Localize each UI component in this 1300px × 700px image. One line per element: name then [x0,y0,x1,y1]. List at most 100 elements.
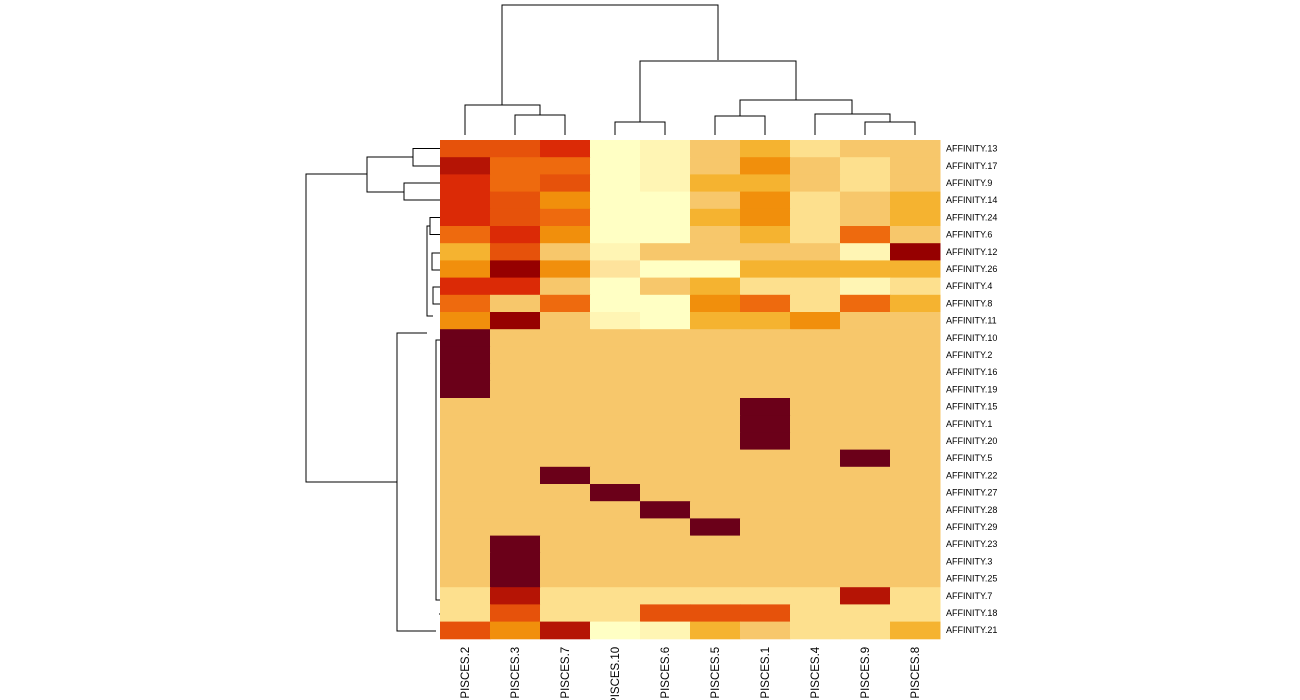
row-labels: AFFINITY.13 AFFINITY.17 AFFINITY.9 AFFINITY… [946,144,997,636]
heatmap-cell-AFFINITY.4-PISCES.3 [490,277,541,296]
dendrogram-link [429,216,440,236]
heatmap-cell-AFFINITY.10-PISCES.3 [490,329,541,347]
heatmap-cell-AFFINITY.21-PISCES.7 [540,621,591,640]
dendrogram-link [432,286,440,305]
heatmap-cell-AFFINITY.7-PISCES.4 [790,587,841,605]
heatmap-cell-AFFINITY.29-PISCES.5 [690,518,741,537]
heatmap-cell-AFFINITY.10-PISCES.10 [590,329,641,347]
heatmap-cell-AFFINITY.19-PISCES.4 [790,380,841,399]
heatmap-cell-AFFINITY.4-PISCES.2 [440,277,491,296]
heatmap-cell-AFFINITY.14-PISCES.8 [890,191,941,210]
heatmap-cell-AFFINITY.21-PISCES.3 [490,621,541,640]
heatmap-cell-AFFINITY.8-PISCES.4 [790,294,841,313]
heatmap-cell-AFFINITY.8-PISCES.1 [740,294,791,313]
heatmap-cell-AFFINITY.19-PISCES.9 [840,380,891,399]
heatmap-cell-AFFINITY.26-PISCES.3 [490,260,541,279]
heatmap-cell-AFFINITY.18-PISCES.3 [490,604,541,623]
heatmap-cell-AFFINITY.9-PISCES.7 [540,174,591,193]
row-label: AFFINITY.17 [946,161,997,171]
heatmap-cell-AFFINITY.28-PISCES.9 [840,501,891,519]
dendrogram-link [639,60,797,122]
heatmap-cell-AFFINITY.16-PISCES.3 [490,363,541,382]
heatmap-cell-AFFINITY.5-PISCES.10 [590,449,641,468]
heatmap-cell-AFFINITY.4-PISCES.5 [690,277,741,296]
heatmap-cell-AFFINITY.27-PISCES.2 [440,484,491,502]
dendrogram-link [864,121,916,135]
heatmap-cell-AFFINITY.26-PISCES.10 [590,260,641,279]
heatmap-cell-AFFINITY.5-PISCES.5 [690,449,741,468]
heatmap-cell-AFFINITY.1-PISCES.6 [640,415,691,433]
heatmap-cell-AFFINITY.6-PISCES.5 [690,226,741,244]
heatmap-cell-AFFINITY.14-PISCES.2 [440,191,491,210]
heatmap-cell-AFFINITY.19-PISCES.1 [740,380,791,399]
heatmap-cell-AFFINITY.11-PISCES.10 [590,312,641,330]
heatmap-cell-AFFINITY.17-PISCES.1 [740,157,791,175]
heatmap-cell-AFFINITY.23-PISCES.8 [890,535,941,554]
dendrogram-link [431,252,440,271]
heatmap-cell-AFFINITY.20-PISCES.6 [640,432,691,451]
heatmap-cells [440,140,941,640]
column-label: PISCES.2 [460,647,472,699]
heatmap-cell-AFFINITY.9-PISCES.9 [840,174,891,193]
heatmap-cell-AFFINITY.12-PISCES.3 [490,243,541,261]
column-labels: PISCES.2 PISCES.3 PISCES.7 PISCES.10 PISCES.… [460,646,922,700]
heatmap-cell-AFFINITY.12-PISCES.10 [590,243,641,261]
heatmap-cell-AFFINITY.29-PISCES.10 [590,518,641,537]
heatmap-cell-AFFINITY.8-PISCES.8 [890,294,941,313]
heatmap-cell-AFFINITY.3-PISCES.10 [590,552,641,571]
heatmap-cell-AFFINITY.3-PISCES.8 [890,552,941,571]
heatmap-cell-AFFINITY.12-PISCES.9 [840,243,891,261]
heatmap-cell-AFFINITY.25-PISCES.7 [540,570,591,588]
heatmap-cell-AFFINITY.26-PISCES.6 [640,260,691,279]
row-label: AFFINITY.29 [946,522,997,532]
heatmap-cell-AFFINITY.28-PISCES.10 [590,501,641,519]
heatmap-cell-AFFINITY.11-PISCES.1 [740,312,791,330]
row-label: AFFINITY.9 [946,178,992,188]
heatmap-cell-AFFINITY.5-PISCES.8 [890,449,941,468]
heatmap-cell-AFFINITY.9-PISCES.10 [590,174,641,193]
heatmap-cell-AFFINITY.7-PISCES.9 [840,587,891,605]
heatmap-cell-AFFINITY.24-PISCES.8 [890,208,941,227]
heatmap-cell-AFFINITY.28-PISCES.3 [490,501,541,519]
heatmap-cell-AFFINITY.16-PISCES.10 [590,363,641,382]
heatmap-cell-AFFINITY.13-PISCES.5 [690,140,741,158]
heatmap-cell-AFFINITY.8-PISCES.3 [490,294,541,313]
heatmap-cell-AFFINITY.9-PISCES.8 [890,174,941,193]
heatmap-cell-AFFINITY.22-PISCES.4 [790,466,841,485]
heatmap-cell-AFFINITY.29-PISCES.8 [890,518,941,537]
row-label: AFFINITY.21 [946,625,997,635]
heatmap-cell-AFFINITY.28-PISCES.1 [740,501,791,519]
heatmap-cell-AFFINITY.19-PISCES.6 [640,380,691,399]
heatmap-cell-AFFINITY.6-PISCES.10 [590,226,641,244]
heatmap-cell-AFFINITY.3-PISCES.1 [740,552,791,571]
heatmap-cell-AFFINITY.15-PISCES.7 [540,398,591,416]
heatmap-cell-AFFINITY.13-PISCES.6 [640,140,691,158]
heatmap-cell-AFFINITY.15-PISCES.1 [740,398,791,416]
heatmap-cell-AFFINITY.23-PISCES.4 [790,535,841,554]
heatmap-cell-AFFINITY.12-PISCES.8 [890,243,941,261]
heatmap-cell-AFFINITY.19-PISCES.3 [490,380,541,399]
heatmap-cell-AFFINITY.27-PISCES.9 [840,484,891,502]
heatmap-cell-AFFINITY.8-PISCES.5 [690,294,741,313]
heatmap-cell-AFFINITY.10-PISCES.9 [840,329,891,347]
heatmap-cell-AFFINITY.7-PISCES.7 [540,587,591,605]
heatmap-cell-AFFINITY.14-PISCES.10 [590,191,641,210]
row-label: AFFINITY.18 [946,608,997,618]
heatmap-cell-AFFINITY.10-PISCES.8 [890,329,941,347]
row-label: AFFINITY.8 [946,298,992,308]
heatmap-cell-AFFINITY.15-PISCES.5 [690,398,741,416]
heatmap-cell-AFFINITY.17-PISCES.8 [890,157,941,175]
heatmap-cell-AFFINITY.16-PISCES.6 [640,363,691,382]
heatmap-cell-AFFINITY.9-PISCES.5 [690,174,741,193]
heatmap-cell-AFFINITY.18-PISCES.10 [590,604,641,623]
heatmap-cell-AFFINITY.4-PISCES.7 [540,277,591,296]
heatmap-cell-AFFINITY.23-PISCES.3 [490,535,541,554]
dendrogram-link [426,225,433,317]
heatmap-cell-AFFINITY.12-PISCES.1 [740,243,791,261]
dendrogram-link [814,113,891,135]
heatmap-cell-AFFINITY.9-PISCES.1 [740,174,791,193]
heatmap-cell-AFFINITY.1-PISCES.9 [840,415,891,433]
heatmap-cell-AFFINITY.6-PISCES.6 [640,226,691,244]
row-label: AFFINITY.28 [946,505,997,515]
